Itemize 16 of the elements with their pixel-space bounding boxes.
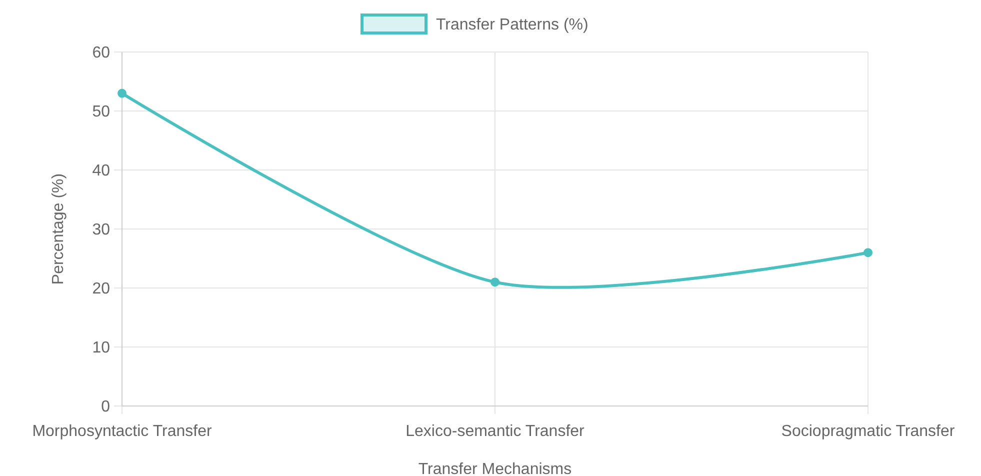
x-axis-title: Transfer Mechanisms: [418, 461, 572, 476]
y-tick-label: 60: [92, 44, 110, 62]
point: [490, 278, 500, 287]
legend-label: Transfer Patterns (%): [436, 16, 588, 34]
point: [864, 248, 872, 258]
x-tick-label: Lexico-semantic Transfer: [406, 423, 586, 440]
y-tick-label: 40: [92, 162, 110, 180]
y-tick-label: 20: [92, 280, 110, 298]
point: [118, 88, 126, 98]
y-tick-label: 10: [92, 340, 110, 357]
y-tick-label: 30: [92, 222, 110, 239]
y-tick-label: 50: [92, 104, 110, 121]
x-tick-label: Sociopragmatic Transfer: [781, 423, 956, 440]
x-tick-label: Morphosyntactic Transfer: [32, 423, 212, 440]
y-axis-title: Percentage (%): [50, 173, 67, 285]
y-tick-label: 0: [101, 398, 110, 416]
